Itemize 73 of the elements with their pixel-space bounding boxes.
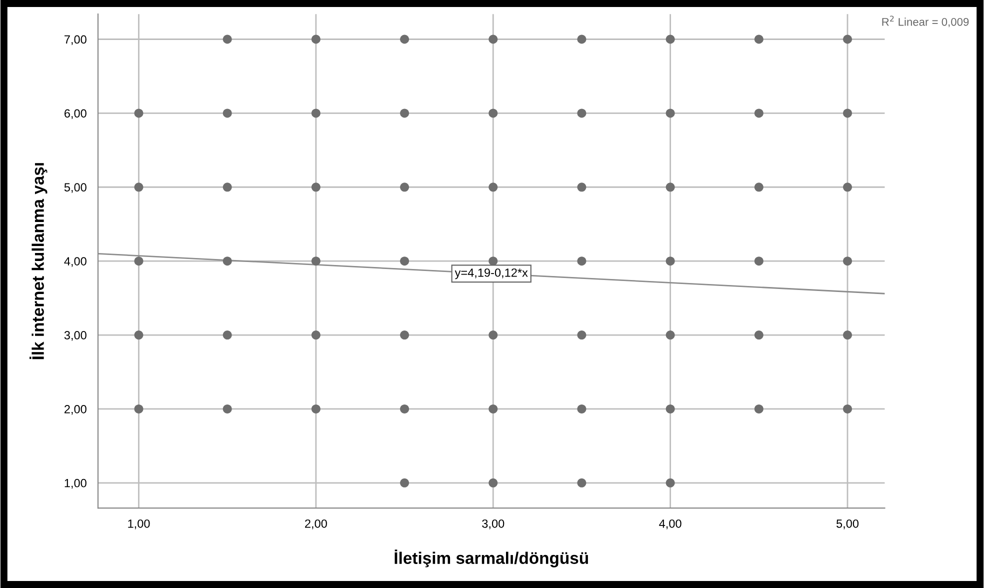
point	[311, 34, 320, 44]
point	[400, 404, 410, 414]
point	[222, 330, 232, 340]
point	[134, 182, 144, 192]
x-tick-label: 3,00	[482, 519, 504, 530]
point	[666, 404, 675, 414]
point	[577, 256, 586, 266]
y-axis-title: İlk internet kullanma yaşı	[30, 163, 48, 360]
point	[134, 404, 144, 414]
point	[488, 34, 498, 44]
y-tick-label: 5,00	[64, 183, 86, 193]
point	[488, 478, 498, 488]
point	[577, 478, 586, 488]
x-tick-label: 1,00	[128, 519, 150, 530]
annotation: y=4,19-0,12*x	[454, 268, 528, 280]
x-axis-title: İletişim sarmalı/döngüsü	[394, 550, 588, 568]
point	[222, 34, 232, 44]
point	[311, 256, 320, 266]
point	[666, 478, 675, 488]
y-tick-label: 2,00	[64, 404, 86, 415]
point	[754, 34, 764, 44]
annotation: R$^{2}$ Linear = 0,009	[882, 16, 969, 28]
point	[754, 182, 764, 192]
point	[222, 182, 232, 192]
point	[488, 330, 498, 340]
y-tick-label: 3,00	[64, 331, 86, 341]
point	[843, 404, 852, 414]
point	[666, 182, 675, 192]
point	[311, 330, 320, 340]
point	[400, 108, 410, 118]
point	[577, 330, 586, 340]
point	[400, 478, 410, 488]
point	[843, 108, 852, 118]
point	[134, 256, 144, 266]
point	[222, 404, 232, 414]
point	[843, 182, 852, 192]
point	[754, 330, 764, 340]
point	[754, 256, 764, 266]
point	[666, 34, 675, 44]
point	[222, 256, 232, 266]
point	[311, 108, 320, 118]
point	[577, 182, 586, 192]
y-tick-label: 7,00	[64, 35, 86, 46]
point	[488, 108, 498, 118]
point	[577, 108, 586, 118]
point	[577, 404, 586, 414]
x-tick-label: 2,00	[305, 519, 327, 530]
point	[311, 182, 320, 192]
point	[134, 330, 144, 340]
point	[311, 404, 320, 414]
point	[666, 330, 675, 340]
point	[134, 108, 144, 118]
point	[400, 330, 410, 340]
point	[400, 256, 410, 266]
y-tick-label: 4,00	[64, 257, 86, 267]
point	[577, 34, 586, 44]
point	[400, 34, 410, 44]
point	[843, 330, 852, 340]
point	[843, 256, 852, 266]
y-tick-label: 1,00	[64, 478, 86, 489]
x-tick-label: 5,00	[836, 519, 859, 530]
point	[400, 182, 410, 192]
y-tick-label: 6,00	[64, 109, 86, 119]
point	[666, 256, 675, 266]
point	[488, 404, 498, 414]
point	[488, 256, 498, 266]
point	[222, 108, 232, 118]
point	[666, 108, 675, 118]
point	[488, 182, 498, 192]
point	[843, 34, 852, 44]
x-tick-label: 4,00	[659, 519, 682, 530]
point	[754, 404, 764, 414]
point	[754, 108, 764, 118]
